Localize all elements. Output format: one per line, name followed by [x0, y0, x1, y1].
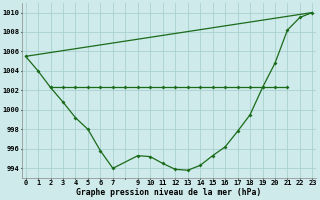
X-axis label: Graphe pression niveau de la mer (hPa): Graphe pression niveau de la mer (hPa): [76, 188, 262, 197]
